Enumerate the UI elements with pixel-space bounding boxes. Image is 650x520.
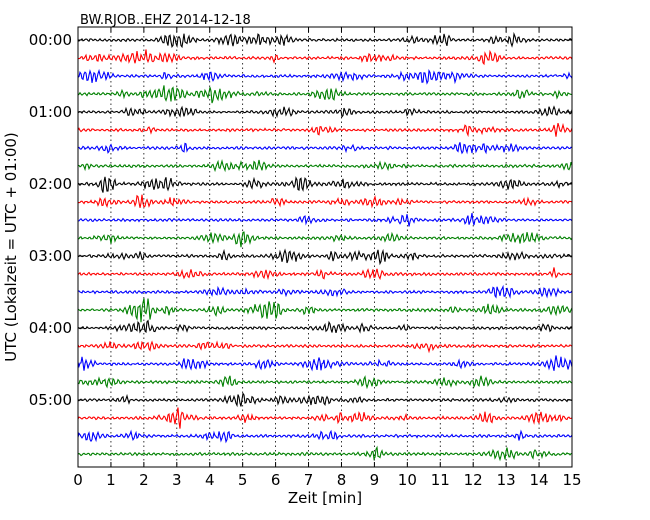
trace-18 <box>77 355 573 372</box>
trace-17 <box>77 340 573 354</box>
trace-3 <box>77 85 573 104</box>
trace-6 <box>77 142 573 155</box>
seismic-traces <box>77 31 573 462</box>
grid-lines <box>110 27 540 467</box>
y-tick-label: 05:00 <box>29 391 72 409</box>
trace-7 <box>77 158 573 173</box>
y-tick-label: 03:00 <box>29 247 72 265</box>
x-tick-label: 7 <box>304 471 314 489</box>
x-tick-label: 5 <box>238 471 248 489</box>
trace-21 <box>77 407 573 429</box>
plot-frame <box>77 26 573 468</box>
x-tick-label: 2 <box>139 471 149 489</box>
y-tick-label: 00:00 <box>29 31 72 49</box>
trace-2 <box>77 68 573 85</box>
x-tick-label: 12 <box>464 471 483 489</box>
trace-15 <box>77 298 573 323</box>
y-tick-label: 01:00 <box>29 103 72 121</box>
y-tick-label: 04:00 <box>29 319 72 337</box>
trace-9 <box>77 194 573 209</box>
x-tick-label: 0 <box>73 471 83 489</box>
y-axis-label: UTC (Lokalzeit = UTC + 01:00) <box>2 132 20 362</box>
trace-16 <box>77 319 573 334</box>
trace-23 <box>77 445 573 462</box>
trace-0 <box>77 31 573 49</box>
x-tick-label: 1 <box>106 471 116 489</box>
x-tick-label: 13 <box>497 471 516 489</box>
x-axis-label: Zeit [min] <box>288 489 362 507</box>
trace-1 <box>78 49 573 66</box>
x-tick-label: 6 <box>271 471 281 489</box>
x-tick-label: 15 <box>562 471 581 489</box>
x-tick-label: 11 <box>431 471 450 489</box>
x-tick-label: 4 <box>205 471 215 489</box>
x-tick-label: 14 <box>530 471 549 489</box>
x-axis-ticks: 0 1 2 3 4 5 6 7 8 9 10 11 12 13 14 15 <box>73 27 582 489</box>
chart-title: BW.RJOB..EHZ 2014-12-18 <box>80 13 251 28</box>
y-tick-label: 02:00 <box>29 175 72 193</box>
trace-10 <box>77 212 573 227</box>
trace-8 <box>77 176 573 193</box>
trace-20 <box>77 392 573 408</box>
trace-4 <box>77 105 573 118</box>
trace-5 <box>77 122 573 138</box>
x-tick-label: 8 <box>337 471 347 489</box>
trace-11 <box>77 231 573 248</box>
y-axis-ticks: 00:00 01:00 02:00 03:00 04:00 05:00 <box>29 31 572 409</box>
trace-14 <box>77 284 573 299</box>
x-tick-label: 3 <box>172 471 182 489</box>
trace-12 <box>77 248 573 266</box>
trace-22 <box>77 429 573 444</box>
x-tick-label: 10 <box>398 471 417 489</box>
trace-13 <box>77 267 573 281</box>
trace-19 <box>77 375 573 390</box>
x-tick-label: 9 <box>370 471 380 489</box>
